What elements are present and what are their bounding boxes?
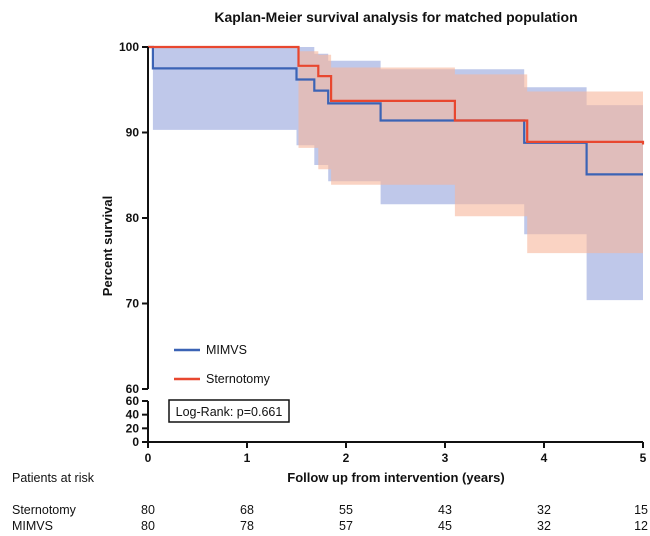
risk-value-mimvs-2: 57 [339,519,353,533]
y-tick-label-lower-60: 60 [126,394,140,408]
y-tick-label-lower-20: 20 [126,421,140,435]
risk-value-sternotomy-4: 32 [537,503,551,517]
y-tick-label-upper-60: 60 [126,382,140,396]
legend-label-sternotomy: Sternotomy [206,372,271,386]
x-axis-label: Follow up from intervention (years) [287,470,504,485]
risk-value-sternotomy-0: 80 [141,503,155,517]
risk-row-label-sternotomy: Sternotomy [12,503,77,517]
x-tick-label-5: 5 [640,451,647,465]
band-sternotomy [148,47,643,254]
risk-value-mimvs-0: 80 [141,519,155,533]
y-tick-label-upper-90: 90 [126,126,140,140]
x-tick-label-3: 3 [442,451,449,465]
y-axis-label: Percent survival [100,196,115,296]
risk-value-mimvs-4: 32 [537,519,551,533]
x-tick-label-1: 1 [244,451,251,465]
risk-table: Sternotomy 80 68 55 43 32 15 MIMVS 80 78 57 45 32 12 [12,503,648,533]
x-tick-label-4: 4 [541,451,548,465]
y-tick-label-lower-0: 0 [132,435,139,449]
risk-value-sternotomy-2: 55 [339,503,353,517]
x-tick-label-0: 0 [145,451,152,465]
y-tick-label-lower-40: 40 [126,408,140,422]
risk-table-header: Patients at risk [12,471,95,485]
logrank-annotation: Log-Rank: p=0.661 [168,399,290,423]
x-tick-label-2: 2 [343,451,350,465]
survival-curves [148,45,645,176]
risk-value-sternotomy-3: 43 [438,503,452,517]
risk-value-sternotomy-1: 68 [240,503,254,517]
legend: MIMVS Sternotomy [174,343,271,386]
y-tick-label-upper-70: 70 [126,297,140,311]
curve-sternotomy [148,45,645,145]
logrank-text: Log-Rank: p=0.661 [176,405,283,419]
y-tick-label-upper-80: 80 [126,211,140,225]
risk-value-sternotomy-5: 15 [634,503,648,517]
risk-value-mimvs-3: 45 [438,519,452,533]
legend-label-mimvs: MIMVS [206,343,247,357]
confidence-bands [148,47,643,301]
risk-row-label-mimvs: MIMVS [12,519,53,533]
chart-title: Kaplan-Meier survival analysis for match… [214,9,577,25]
logrank-box [168,399,290,423]
risk-value-mimvs-5: 12 [634,519,648,533]
risk-value-mimvs-1: 78 [240,519,254,533]
y-tick-label-upper-100: 100 [119,40,139,54]
